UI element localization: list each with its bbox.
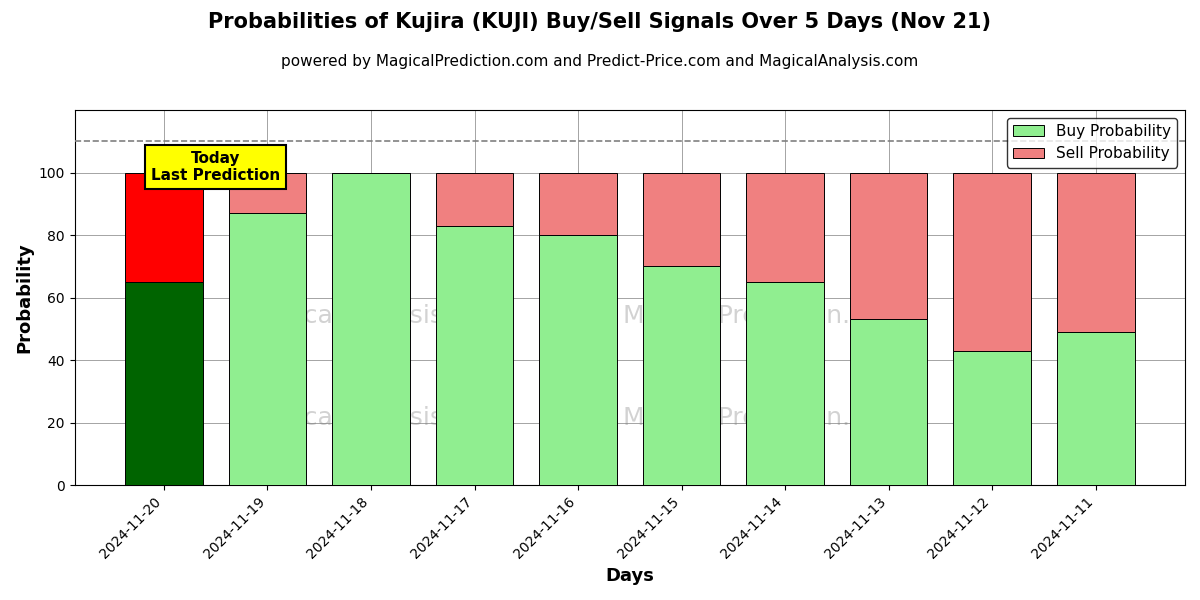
Text: MagicalAnalysis.com: MagicalAnalysis.com xyxy=(245,304,505,328)
X-axis label: Days: Days xyxy=(605,567,654,585)
Text: Probabilities of Kujira (KUJI) Buy/Sell Signals Over 5 Days (Nov 21): Probabilities of Kujira (KUJI) Buy/Sell … xyxy=(209,12,991,32)
Bar xyxy=(332,173,410,485)
Bar xyxy=(953,350,1031,485)
Text: Today
Last Prediction: Today Last Prediction xyxy=(151,151,281,183)
Legend: Buy Probability, Sell Probability: Buy Probability, Sell Probability xyxy=(1007,118,1177,167)
Bar xyxy=(229,213,306,485)
Bar xyxy=(850,319,928,485)
Bar xyxy=(643,266,720,485)
Bar xyxy=(746,282,824,485)
Bar xyxy=(1057,332,1134,485)
Text: MagicalPrediction.com: MagicalPrediction.com xyxy=(623,406,904,430)
Bar xyxy=(953,173,1031,350)
Bar xyxy=(436,226,514,485)
Bar xyxy=(1057,173,1134,332)
Bar xyxy=(643,173,720,266)
Bar xyxy=(125,173,203,282)
Text: MagicalAnalysis.com: MagicalAnalysis.com xyxy=(245,406,505,430)
Bar xyxy=(125,282,203,485)
Bar xyxy=(850,173,928,319)
Bar xyxy=(746,173,824,282)
Bar xyxy=(436,173,514,226)
Bar xyxy=(229,173,306,213)
Bar xyxy=(539,173,617,235)
Text: powered by MagicalPrediction.com and Predict-Price.com and MagicalAnalysis.com: powered by MagicalPrediction.com and Pre… xyxy=(281,54,919,69)
Text: MagicalPrediction.com: MagicalPrediction.com xyxy=(623,304,904,328)
Bar xyxy=(539,235,617,485)
Y-axis label: Probability: Probability xyxy=(16,242,34,353)
